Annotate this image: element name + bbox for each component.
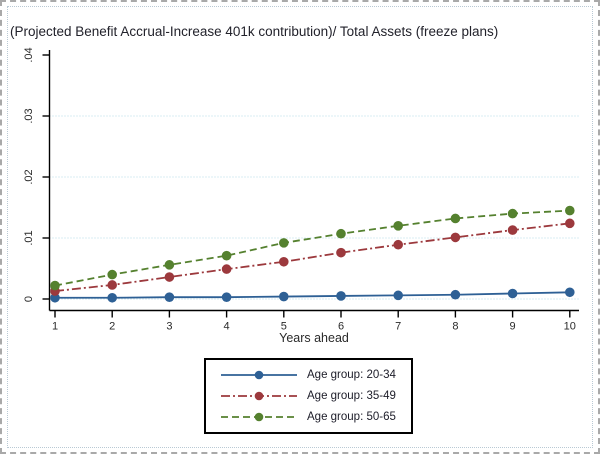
svg-text:1: 1 [52, 321, 58, 333]
legend-item-20-34: Age group: 20-34 [220, 368, 411, 382]
legend-label: Age group: 20-34 [307, 368, 396, 381]
svg-text:7: 7 [395, 321, 401, 333]
legend-sample-line-2 [221, 413, 297, 422]
svg-text:.04: .04 [23, 47, 35, 62]
legend-item-35-49: Age group: 35-49 [220, 389, 411, 403]
legend-label: Age group: 35-49 [307, 389, 396, 402]
svg-text:8: 8 [452, 321, 458, 333]
svg-text:0: 0 [23, 296, 35, 302]
legend-label: Age group: 50-65 [307, 411, 396, 424]
svg-text:5: 5 [281, 321, 287, 333]
chart-title: (Projected Benefit Accrual-Increase 401k… [10, 24, 499, 39]
svg-text:.01: .01 [23, 230, 35, 245]
legend-sample-line-1 [221, 391, 297, 401]
svg-text:10: 10 [564, 321, 576, 333]
svg-text:2: 2 [109, 321, 115, 333]
svg-text:3: 3 [166, 321, 172, 333]
svg-text:9: 9 [510, 321, 516, 333]
svg-text:4: 4 [224, 321, 230, 333]
svg-text:.03: .03 [23, 108, 35, 123]
svg-text:6: 6 [338, 321, 344, 333]
svg-text:.02: .02 [23, 169, 35, 184]
legend-item-50-65: Age group: 50-65 [220, 410, 411, 424]
legend: Age group: 20-34 Age group: 35-49 Age gr… [204, 358, 413, 434]
x-axis-label: Years ahead [279, 331, 349, 345]
legend-sample-line-0 [221, 370, 297, 379]
